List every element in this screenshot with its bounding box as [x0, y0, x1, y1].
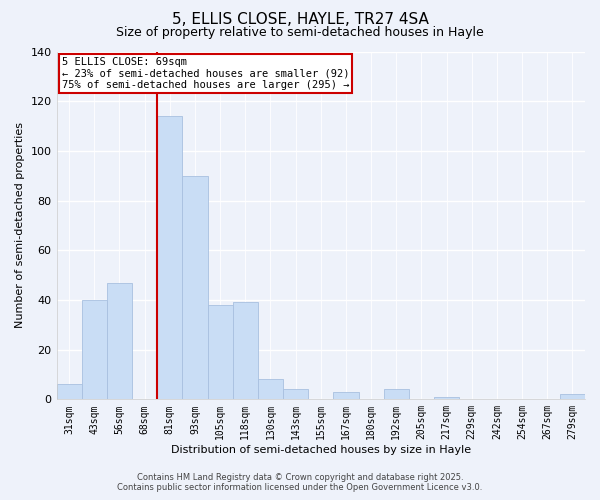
Text: Size of property relative to semi-detached houses in Hayle: Size of property relative to semi-detach… — [116, 26, 484, 39]
Bar — [182, 176, 208, 400]
Bar — [258, 380, 283, 400]
Text: 5, ELLIS CLOSE, HAYLE, TR27 4SA: 5, ELLIS CLOSE, HAYLE, TR27 4SA — [172, 12, 428, 28]
Bar — [56, 384, 82, 400]
Bar — [434, 397, 459, 400]
Y-axis label: Number of semi-detached properties: Number of semi-detached properties — [15, 122, 25, 328]
Bar — [560, 394, 585, 400]
Bar — [383, 390, 409, 400]
Bar — [233, 302, 258, 400]
X-axis label: Distribution of semi-detached houses by size in Hayle: Distribution of semi-detached houses by … — [171, 445, 471, 455]
Text: 5 ELLIS CLOSE: 69sqm
← 23% of semi-detached houses are smaller (92)
75% of semi-: 5 ELLIS CLOSE: 69sqm ← 23% of semi-detac… — [62, 56, 349, 90]
Bar — [107, 282, 132, 400]
Bar — [283, 390, 308, 400]
Bar — [157, 116, 182, 400]
Bar — [334, 392, 359, 400]
Bar — [82, 300, 107, 400]
Text: Contains HM Land Registry data © Crown copyright and database right 2025.
Contai: Contains HM Land Registry data © Crown c… — [118, 473, 482, 492]
Bar — [208, 305, 233, 400]
